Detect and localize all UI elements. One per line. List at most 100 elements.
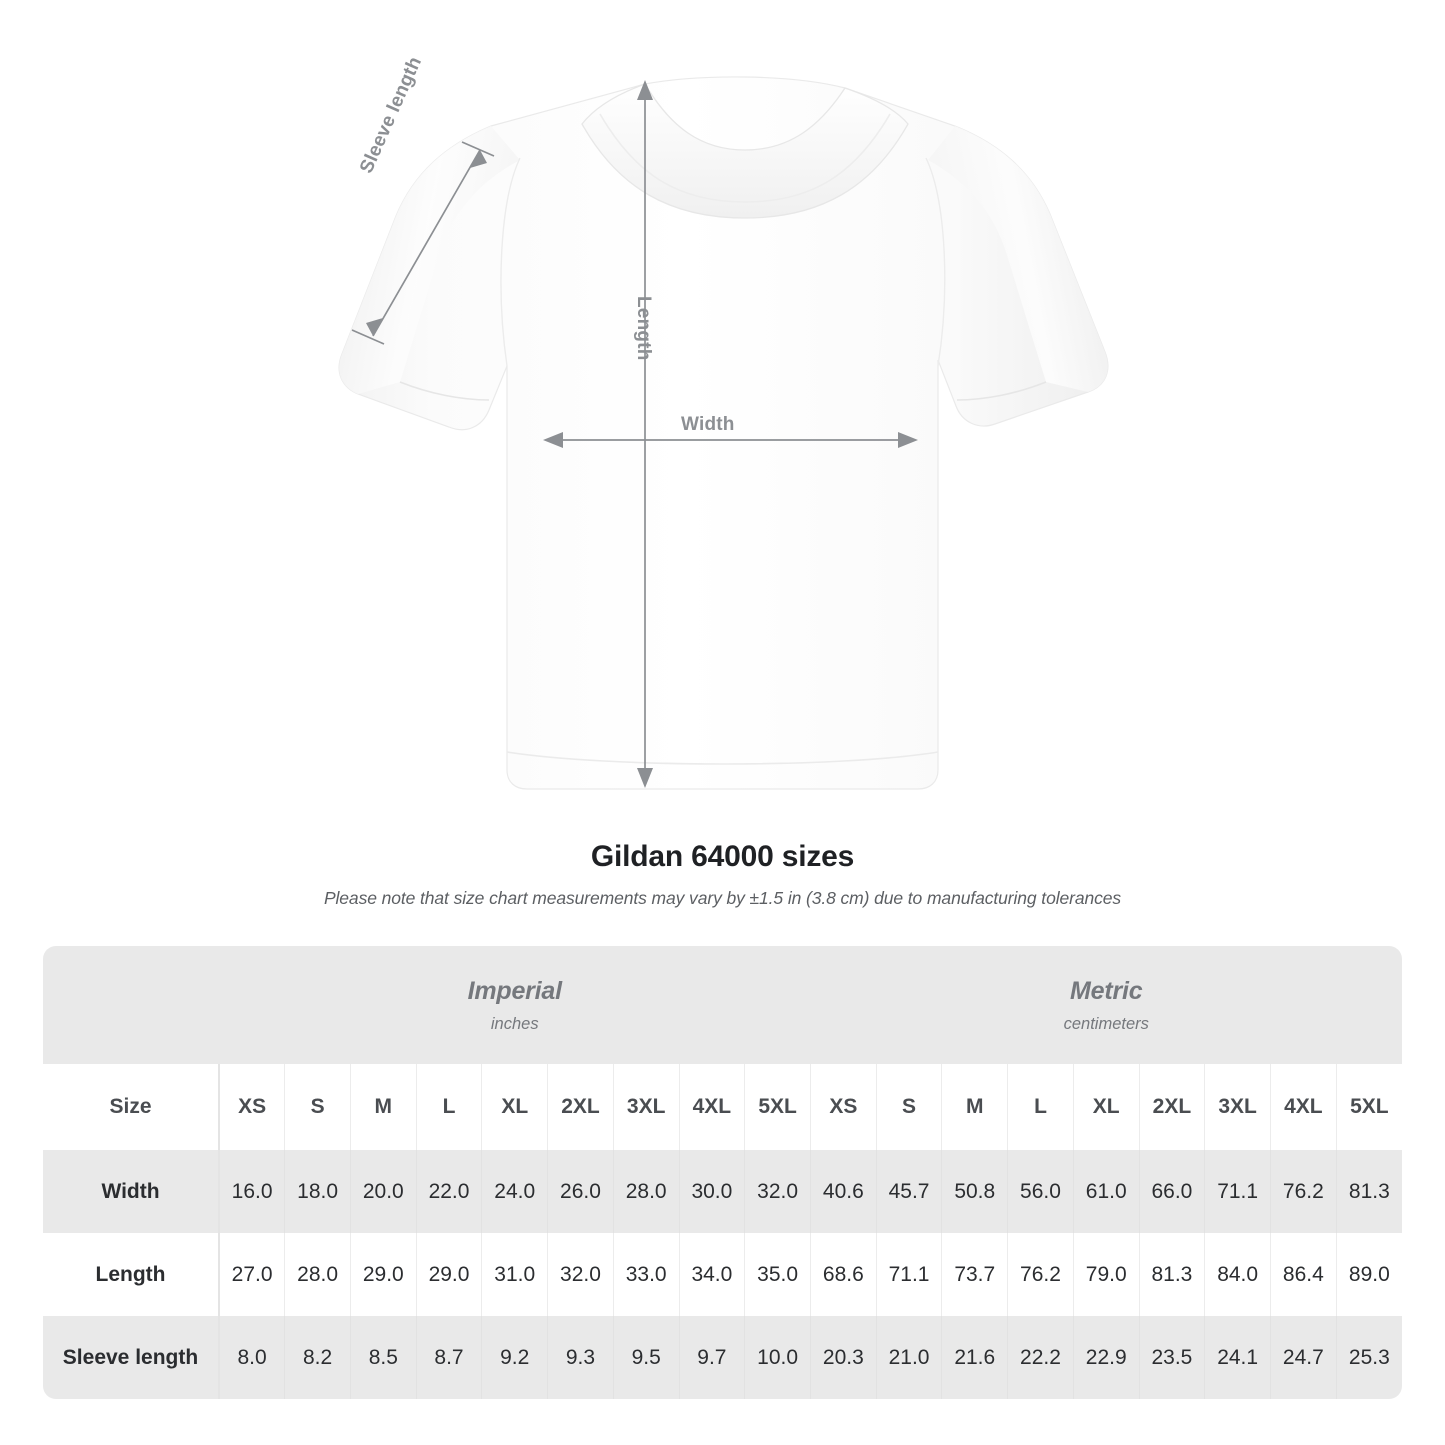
shirt-collar bbox=[581, 83, 909, 219]
size-header-cell: 2XL bbox=[1139, 1064, 1206, 1150]
size-header-cell: XS bbox=[219, 1064, 286, 1150]
measurement-cell: 27.0 bbox=[219, 1233, 286, 1316]
size-header-cell: S bbox=[284, 1064, 351, 1150]
armhole-seam-left bbox=[500, 157, 521, 367]
page-title: Gildan 64000 sizes bbox=[590, 840, 855, 873]
unit-name: Imperial bbox=[467, 976, 562, 1005]
unit-header-spacer bbox=[43, 946, 219, 1064]
unit-header-imperial: Imperial inches bbox=[219, 946, 811, 1064]
sleeve-length-dimension bbox=[351, 141, 495, 345]
length-label: Length bbox=[633, 296, 654, 361]
size-header-cell: 3XL bbox=[1204, 1064, 1271, 1150]
measurement-cell: 32.0 bbox=[744, 1150, 811, 1233]
measurement-cell: 84.0 bbox=[1204, 1233, 1271, 1316]
size-header-cell: S bbox=[876, 1064, 943, 1150]
sleeve-tick-bottom bbox=[351, 329, 385, 345]
width-label: Width bbox=[681, 414, 735, 435]
measurement-cell: 24.0 bbox=[481, 1150, 549, 1233]
measurement-cell: 23.5 bbox=[1139, 1316, 1206, 1399]
measurement-cell: 28.0 bbox=[613, 1150, 680, 1233]
measurement-cell: 30.0 bbox=[679, 1150, 746, 1233]
measurement-cell: 22.0 bbox=[416, 1150, 483, 1233]
length-arrowhead-top bbox=[637, 80, 653, 100]
size-header-cell: L bbox=[1007, 1064, 1074, 1150]
measurement-cell: 24.1 bbox=[1204, 1316, 1271, 1399]
unit-subtitle: inches bbox=[490, 1014, 539, 1033]
size-header-cell: 5XL bbox=[744, 1064, 811, 1150]
size-header-cell: 5XL bbox=[1336, 1064, 1402, 1150]
size-header-row: Size XS S M L XL 2XL 3XL 4XL 5XL XS S M L XL 2XL 3XL 4XL 5… bbox=[43, 1064, 1402, 1150]
measurement-cell: 89.0 bbox=[1336, 1233, 1402, 1316]
measurement-cell: 31.0 bbox=[481, 1233, 549, 1316]
measurement-cell: 86.4 bbox=[1270, 1233, 1337, 1316]
sleeve-arrowhead-top bbox=[470, 150, 487, 168]
measurement-cell: 29.0 bbox=[350, 1233, 417, 1316]
measurement-cell: 22.2 bbox=[1007, 1316, 1074, 1399]
measurement-cell: 28.0 bbox=[284, 1233, 351, 1316]
measurement-cell: 81.3 bbox=[1139, 1233, 1206, 1316]
width-arrowhead-left bbox=[543, 432, 563, 448]
heading-block: Gildan 64000 sizes Please note that size… bbox=[0, 840, 1445, 909]
size-header-cell: XL bbox=[481, 1064, 549, 1150]
size-header-cell: XS bbox=[810, 1064, 877, 1150]
unit-subtitle: centimeters bbox=[1063, 1014, 1149, 1033]
table-row: Length 27.0 28.0 29.0 29.0 31.0 32.0 33.0 34.0 35… bbox=[43, 1233, 1402, 1316]
measurement-cell: 76.2 bbox=[1270, 1150, 1337, 1233]
measurement-cell: 76.2 bbox=[1007, 1233, 1074, 1316]
unit-header-row: Imperial inches Metric centimeters bbox=[43, 946, 1402, 1064]
shirt-sleeve-right bbox=[928, 126, 1108, 392]
measurement-cell: 81.3 bbox=[1336, 1150, 1402, 1233]
unit-name: Metric bbox=[1070, 976, 1143, 1005]
table-row: Sleeve length 8.0 8.2 8.5 8.7 9.2 9.3 9.5 9.7 10.… bbox=[43, 1316, 1402, 1399]
measurement-cell: 10.0 bbox=[744, 1316, 811, 1399]
measurement-cell: 22.9 bbox=[1073, 1316, 1140, 1399]
sleeve-dimension-line bbox=[372, 149, 481, 337]
measurement-cell: 32.0 bbox=[547, 1233, 614, 1316]
size-header-cell: XL bbox=[1073, 1064, 1140, 1150]
sleeve-tick-top bbox=[461, 141, 495, 157]
collar-inner-seam bbox=[599, 113, 891, 203]
sleeve-arrowhead-bottom bbox=[366, 318, 383, 336]
size-header-cell: M bbox=[941, 1064, 1009, 1150]
tolerance-note: Please note that size chart measurements… bbox=[323, 888, 1122, 908]
measurement-cell: 21.0 bbox=[876, 1316, 943, 1399]
measurement-cell: 25.3 bbox=[1336, 1316, 1402, 1399]
measurement-cell: 8.5 bbox=[350, 1316, 417, 1399]
size-header-cell: 2XL bbox=[547, 1064, 614, 1150]
size-table: Imperial inches Metric centimeters Size XS S M L… bbox=[43, 946, 1402, 1399]
bottom-hem bbox=[506, 751, 939, 765]
measurement-cell: 8.2 bbox=[284, 1316, 351, 1399]
measurement-cell: 24.7 bbox=[1270, 1316, 1337, 1399]
measurement-cell: 68.6 bbox=[810, 1233, 877, 1316]
measurement-cell: 34.0 bbox=[679, 1233, 746, 1316]
measurement-cell: 20.3 bbox=[810, 1316, 877, 1399]
size-header-cell: 4XL bbox=[679, 1064, 746, 1150]
measurement-cell: 8.7 bbox=[416, 1316, 483, 1399]
measurement-cell: 9.5 bbox=[613, 1316, 680, 1399]
measurement-cell: 18.0 bbox=[284, 1150, 351, 1233]
sleeve-hem-right bbox=[956, 381, 1047, 401]
tshirt-diagram: Sleeve length Length Width bbox=[338, 53, 1109, 790]
measurement-cell: 21.6 bbox=[941, 1316, 1009, 1399]
measurement-cell: 66.0 bbox=[1139, 1150, 1206, 1233]
measurement-cell: 26.0 bbox=[547, 1150, 614, 1233]
armhole-seam-right bbox=[925, 157, 946, 367]
measurement-cell: 29.0 bbox=[416, 1233, 483, 1316]
size-header-cell: M bbox=[350, 1064, 417, 1150]
unit-header-metric: Metric centimeters bbox=[810, 946, 1402, 1064]
measurement-cell: 50.8 bbox=[941, 1150, 1009, 1233]
tshirt-illustration bbox=[338, 76, 1109, 790]
size-header-cell: 4XL bbox=[1270, 1064, 1337, 1150]
measurement-cell: 33.0 bbox=[613, 1233, 680, 1316]
measurement-cell: 56.0 bbox=[1007, 1150, 1074, 1233]
row-label-width: Width bbox=[43, 1150, 220, 1233]
measurement-cell: 40.6 bbox=[810, 1150, 877, 1233]
measurement-cell: 79.0 bbox=[1073, 1233, 1140, 1316]
measurement-cell: 9.7 bbox=[679, 1316, 746, 1399]
width-arrowhead-right bbox=[898, 432, 918, 448]
sleeve-hem-left bbox=[399, 381, 490, 401]
row-label-length: Length bbox=[43, 1233, 220, 1316]
measurement-cell: 45.7 bbox=[876, 1150, 943, 1233]
measurement-cell: 9.3 bbox=[547, 1316, 614, 1399]
